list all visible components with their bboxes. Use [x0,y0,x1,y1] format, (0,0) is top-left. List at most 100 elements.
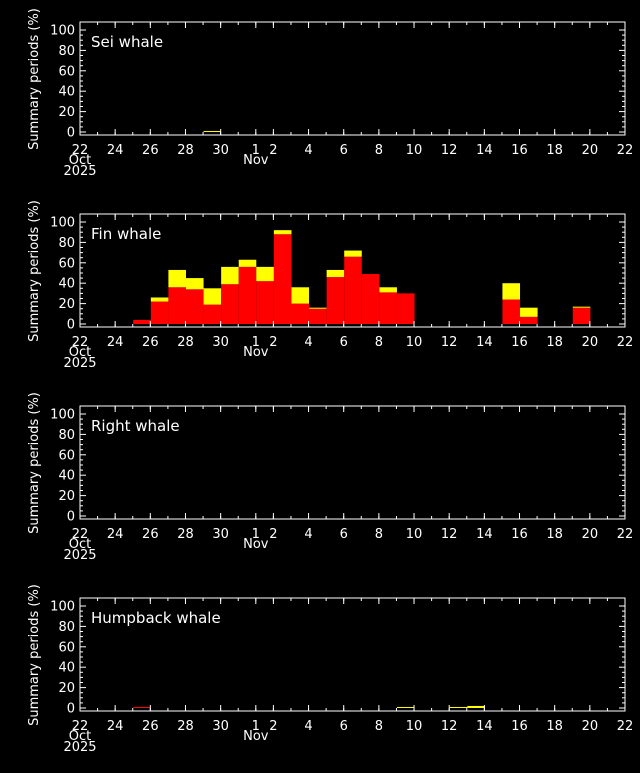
x-tick-label: 26 [142,143,159,158]
bar-1-0-15 [396,293,415,324]
y-tick-label: 100 [50,24,75,39]
bar-1-1-16 [502,283,521,300]
x-tick-label: 10 [406,719,423,734]
x-tick-label: 1 [252,719,260,734]
x-tick-label: 6 [340,527,348,542]
x-tick-label: 4 [304,335,312,350]
x-tick-label: 8 [375,335,383,350]
x-tick-label: 30 [212,527,229,542]
x-tick-label: 2 [269,527,277,542]
bar-1-0-11 [326,277,345,324]
bar-1-1-12 [344,250,362,257]
x-tick-label: 6 [340,719,348,734]
x-month-label: Nov [243,345,269,360]
x-month-label: Oct [69,345,91,360]
bar-3-1-2 [449,706,468,708]
y-tick-label: 100 [50,408,75,423]
y-tick-label: 20 [58,681,75,696]
x-year-label: 2025 [63,356,96,371]
bar-1-0-4 [203,304,222,324]
bar-1-1-9 [291,287,310,304]
y-tick-label: 100 [50,600,75,615]
bar-1-1-1 [150,297,169,302]
y-tick-label: 60 [58,640,75,655]
bar-1-1-11 [326,269,345,278]
x-tick-label: 10 [406,527,423,542]
x-tick-label: 12 [441,335,458,350]
bar-0-1-0 [203,130,222,132]
y-tick-label: 60 [58,64,75,79]
y-tick-label: 0 [67,510,75,525]
x-year-label: 2025 [63,164,96,179]
x-tick-label: 6 [340,335,348,350]
x-tick-label: 20 [582,335,599,350]
bar-1-0-17 [520,316,538,324]
x-tick-label: 14 [476,719,493,734]
x-tick-label: 1 [252,143,260,158]
y-tick-label: 0 [67,126,75,141]
bar-1-1-5 [221,266,239,285]
x-tick-label: 14 [476,527,493,542]
y-axis-label: Summary periods (%) [27,8,42,150]
x-tick-label: 16 [511,143,528,158]
x-tick-label: 26 [142,719,159,734]
x-tick-label: 4 [304,143,312,158]
x-tick-label: 14 [476,335,493,350]
x-tick-label: 16 [511,527,528,542]
bar-1-0-2 [168,287,186,324]
bar-1-1-14 [379,287,397,293]
x-tick-label: 10 [406,143,423,158]
bar-1-0-8 [273,234,292,324]
x-tick-label: 24 [107,335,124,350]
bar-1-1-8 [273,230,292,235]
y-tick-label: 20 [58,489,75,504]
bar-3-1-1 [396,706,415,708]
x-tick-label: 1 [252,335,260,350]
y-tick-label: 60 [58,448,75,463]
plot-frame [79,405,626,520]
bar-1-0-10 [309,308,327,324]
bar-1-0-18 [572,307,591,324]
x-tick-label: 18 [546,527,563,542]
y-axis-label: Summary periods (%) [27,584,42,726]
y-tick-label: 100 [50,216,75,231]
y-tick-label: 60 [58,256,75,271]
x-tick-label: 20 [582,143,599,158]
plot-frame [79,597,626,712]
x-tick-label: 20 [582,527,599,542]
bar-1-1-10 [309,307,327,309]
y-tick-label: 80 [58,44,75,59]
chart-title: Fin whale [91,225,161,243]
y-tick-label: 0 [67,702,75,717]
x-month-label: Oct [69,537,91,552]
x-tick-label: 22 [617,527,634,542]
x-year-label: 2025 [63,740,96,755]
bar-1-1-18 [572,306,591,308]
x-tick-label: 16 [511,335,528,350]
x-month-label: Nov [243,729,269,744]
x-tick-label: 4 [304,527,312,542]
x-month-label: Oct [69,153,91,168]
bar-1-0-6 [238,266,257,324]
x-tick-label: 28 [177,719,194,734]
x-tick-label: 2 [269,719,277,734]
bar-1-0-14 [379,292,397,324]
x-tick-label: 12 [441,143,458,158]
y-tick-label: 80 [58,620,75,635]
x-tick-label: 22 [72,335,89,350]
x-tick-label: 14 [476,143,493,158]
x-tick-label: 16 [511,719,528,734]
x-tick-label: 12 [441,527,458,542]
bar-1-0-13 [361,274,380,324]
plot-frame [79,21,626,136]
x-tick-label: 22 [617,335,634,350]
plot-frame [79,213,626,328]
chart-title: Right whale [91,417,180,435]
bar-1-1-7 [256,266,274,282]
y-axis-label: Summary periods (%) [27,392,42,534]
y-tick-label: 0 [67,318,75,333]
x-tick-label: 22 [72,143,89,158]
x-tick-label: 18 [546,143,563,158]
